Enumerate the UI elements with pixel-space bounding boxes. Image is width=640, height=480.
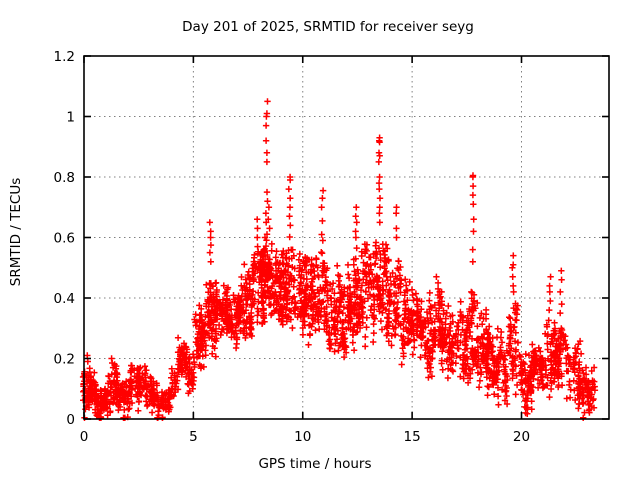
y-tick-label: 1.2 [54, 49, 75, 65]
x-tick-label: 20 [513, 429, 530, 445]
chart-title: Day 201 of 2025, SRMTID for receiver sey… [182, 19, 474, 35]
x-tick-label: 15 [404, 429, 421, 445]
y-tick-label: 0.4 [54, 291, 75, 307]
y-tick-label: 0.8 [54, 170, 75, 186]
x-tick-label: 5 [189, 429, 198, 445]
x-tick-label: 10 [294, 429, 311, 445]
x-tick-label: 0 [80, 429, 89, 445]
scatter-points [79, 98, 599, 421]
y-tick-label: 0.6 [54, 231, 75, 247]
y-tick-label: 0 [66, 412, 75, 428]
y-tick-label: 1 [66, 110, 75, 126]
x-axis-title: GPS time / hours [258, 456, 372, 472]
y-tick-label: 0.2 [54, 352, 75, 368]
